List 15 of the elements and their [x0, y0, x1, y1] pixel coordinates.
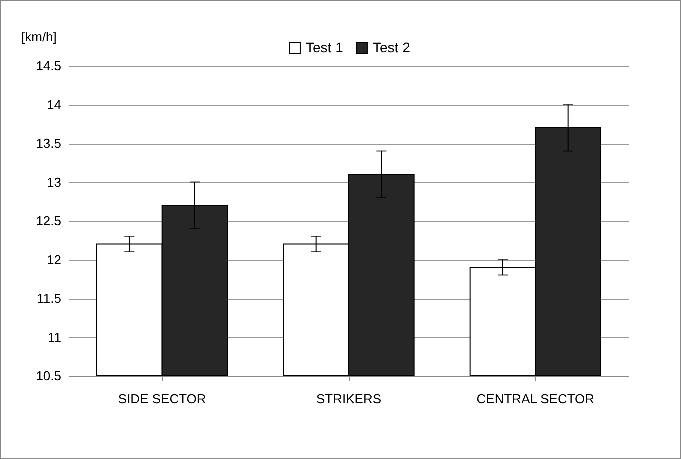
y-tick-label: 11 — [48, 330, 62, 345]
y-tick-label: 12.5 — [36, 214, 62, 228]
x-tick-label: SIDE SECTOR — [118, 392, 206, 406]
x-tick-label: STRIKERS — [316, 392, 382, 406]
y-tick-label: 14.5 — [36, 58, 62, 74]
y-tick-label: 12 — [47, 252, 62, 268]
x-tick-label: CENTRAL SECTOR — [476, 392, 595, 406]
y-tick-label: 13.5 — [36, 136, 62, 151]
y-tick-label: 13 — [47, 174, 62, 190]
y-axis-title: [km/h] — [22, 30, 57, 44]
y-tick-label: 14 — [47, 97, 62, 112]
y-tick-label: 11.5 — [37, 291, 62, 306]
y-tick-label: 10.5 — [36, 368, 62, 384]
legend-label: Test 1 — [306, 39, 344, 56]
legend-label: Test 2 — [373, 39, 411, 56]
